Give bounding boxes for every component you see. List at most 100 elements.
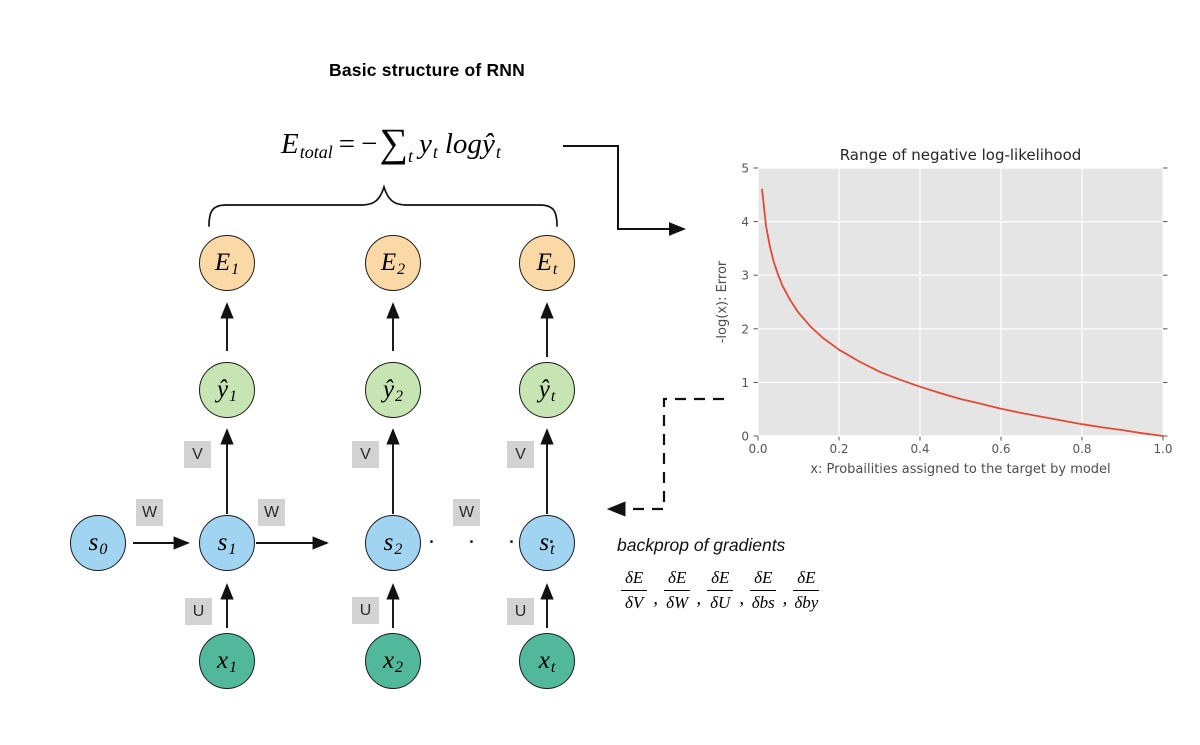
node-s1-label: s (217, 529, 228, 556)
x-tick-label: 0.4 (910, 442, 929, 456)
sum-brace (208, 184, 558, 227)
formula-y: y (418, 127, 432, 160)
node-x1-label: x (216, 647, 229, 674)
fraction-num: δE (793, 568, 820, 591)
fraction-den: δV (625, 593, 644, 612)
node-E1-label: E (214, 249, 231, 276)
edge-label-V-1: V (184, 441, 211, 468)
edge-label-W-2: W (258, 499, 285, 526)
node-s0-sub: 0 (99, 541, 108, 558)
y-tick-label: 4 (741, 215, 749, 229)
fraction-dEdW: δE δW (664, 568, 691, 613)
comma: , (696, 588, 702, 609)
comma: , (653, 588, 659, 609)
y-tick-label: 5 (741, 162, 749, 176)
formula-E: E (281, 127, 299, 160)
y-tick-label: 2 (741, 322, 749, 336)
fraction-num: δE (664, 568, 691, 591)
x-tick-label: 0.8 (1072, 442, 1091, 456)
node-yhat2-sub: 2 (395, 388, 404, 405)
node-yhat1-label: ŷ (216, 376, 229, 403)
nll-chart: 0.0 0.2 0.4 0.6 0.8 1.0 0 1 2 3 4 5 Range of negativ… (715, 146, 1173, 477)
fraction-num: δE (621, 568, 648, 591)
node-Et-sub: t (552, 261, 558, 278)
formula-to-chart-arrow (563, 145, 687, 236)
node-E2-sub: 2 (397, 261, 406, 278)
node-xt-sub: t (550, 659, 556, 676)
formula-yhat: ŷ (481, 127, 495, 160)
formula-log: log (444, 127, 482, 160)
plot-area (758, 168, 1163, 436)
x-tick-label: 1.0 (1153, 442, 1172, 456)
gradient-fractions: δE δV , δE δW , δE δU , δE δbs , δE δby (619, 568, 821, 613)
fraction-den: δU (710, 593, 731, 612)
node-s2-sub: 2 (394, 541, 403, 558)
fraction-num: δE (750, 568, 777, 591)
edge-label-U-2: U (352, 597, 379, 624)
x-tick-label: 0.6 (991, 442, 1010, 456)
node-yhatt-sub: t (550, 388, 556, 405)
node-Et-label: E (536, 249, 552, 276)
edge-label-V-3: V (507, 441, 534, 468)
comma: , (739, 588, 745, 609)
formula-E-sub: total (299, 141, 333, 162)
node-yhat2-label: ŷ (382, 376, 395, 403)
edge-label-W-1: W (136, 499, 163, 526)
x-tick-label: 0.0 (748, 442, 767, 456)
fraction-den: δbs (751, 593, 775, 612)
y-tick-label: 3 (741, 269, 749, 283)
formula-sigma-sub: t (407, 145, 413, 166)
ellipsis-dots: . . . . (428, 524, 568, 549)
node-x2-label: x (382, 647, 395, 674)
node-yhat1-sub: 1 (229, 388, 238, 405)
formula-minus: − (361, 127, 378, 160)
backprop-caption: backprop of gradients (617, 535, 786, 555)
formula-y-sub: t (432, 141, 438, 162)
node-yhatt-label: ŷ (538, 376, 550, 403)
fraction-dEdV: δE δV (621, 568, 648, 613)
edge-label-V-2: V (352, 441, 379, 468)
y-tick-label: 1 (741, 376, 749, 390)
node-xt-label: x (538, 647, 550, 674)
chart-title: Range of negative log-likelihood (840, 146, 1082, 164)
formula-equals: = (338, 127, 356, 160)
node-s0-label: s (88, 529, 99, 556)
node-x1-sub: 1 (229, 659, 238, 676)
node-st-sub: t (550, 541, 555, 558)
comma: , (782, 588, 788, 609)
formula-yhat-sub: t (495, 141, 501, 162)
fraction-den: δby (794, 593, 819, 612)
sigma-icon: ∑ (379, 119, 408, 165)
edge-label-U-3: U (507, 598, 534, 625)
edge-label-U-1: U (185, 598, 212, 625)
chart-xlabel: x: Probailities assigned to the target b… (810, 462, 1110, 477)
fraction-den: δW (666, 593, 689, 612)
nll-curve (761, 188, 1164, 437)
edge-label-W-3: W (453, 499, 480, 526)
node-s2-label: s (383, 529, 394, 556)
node-x2-sub: 2 (395, 659, 404, 676)
chart-to-diagram-dashed-arrow (606, 397, 724, 517)
page-title: Basic structure of RNN (329, 60, 525, 80)
fraction-dEdbs: δE δbs (750, 568, 777, 613)
y-tick-label: 0 (741, 430, 749, 444)
fraction-dEdU: δE δU (707, 568, 734, 613)
fraction-dEdby: δE δby (793, 568, 820, 613)
x-tick-label: 0.2 (829, 442, 848, 456)
node-E1-sub: 1 (231, 261, 240, 278)
